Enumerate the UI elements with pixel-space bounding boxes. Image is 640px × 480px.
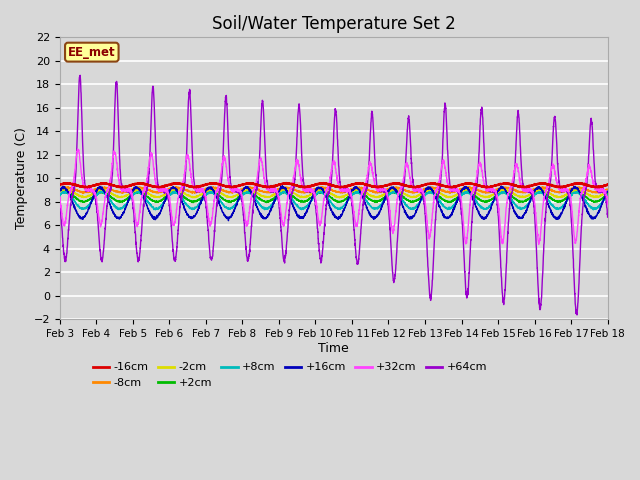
Line: +2cm: +2cm: [60, 192, 607, 203]
+64cm: [56, 203, 63, 209]
+8cm: [173, 190, 181, 195]
+32cm: [74, 146, 82, 152]
+2cm: [552, 198, 560, 204]
+64cm: [604, 211, 611, 216]
+2cm: [397, 192, 404, 198]
-16cm: [282, 180, 290, 186]
Line: +8cm: +8cm: [60, 191, 607, 210]
-2cm: [387, 188, 395, 193]
+8cm: [355, 188, 362, 194]
-8cm: [209, 185, 217, 191]
Line: +32cm: +32cm: [60, 149, 607, 244]
+16cm: [552, 214, 560, 220]
+32cm: [56, 195, 63, 201]
-2cm: [173, 187, 181, 193]
+8cm: [604, 192, 611, 198]
-16cm: [604, 182, 611, 188]
-8cm: [604, 186, 611, 192]
-16cm: [483, 185, 491, 191]
+32cm: [397, 187, 404, 192]
+8cm: [397, 195, 404, 201]
+16cm: [173, 188, 181, 193]
-16cm: [604, 181, 611, 187]
-2cm: [62, 186, 70, 192]
-16cm: [397, 181, 404, 187]
-8cm: [397, 186, 404, 192]
+2cm: [501, 189, 509, 194]
+16cm: [397, 198, 404, 204]
+2cm: [262, 200, 270, 205]
+64cm: [173, 240, 181, 246]
-8cm: [56, 186, 63, 192]
-16cm: [209, 180, 216, 186]
+16cm: [387, 185, 395, 191]
+64cm: [573, 312, 581, 318]
-8cm: [387, 186, 395, 192]
+64cm: [76, 72, 84, 78]
X-axis label: Time: Time: [318, 342, 349, 355]
+8cm: [387, 190, 395, 195]
Legend: -16cm, -8cm, -2cm, +2cm, +8cm, +16cm, +32cm, +64cm: -16cm, -8cm, -2cm, +2cm, +8cm, +16cm, +3…: [88, 358, 492, 392]
+32cm: [535, 241, 543, 247]
+2cm: [604, 192, 611, 198]
-2cm: [552, 193, 560, 199]
+16cm: [604, 189, 611, 194]
-8cm: [79, 191, 87, 196]
Y-axis label: Temperature (C): Temperature (C): [15, 127, 28, 229]
+64cm: [604, 214, 611, 220]
-16cm: [552, 183, 560, 189]
+32cm: [604, 199, 611, 205]
Line: +16cm: +16cm: [60, 186, 607, 221]
Line: -2cm: -2cm: [60, 189, 607, 198]
+8cm: [604, 192, 611, 198]
+16cm: [56, 188, 63, 194]
+32cm: [604, 202, 611, 207]
+2cm: [604, 191, 611, 197]
-2cm: [209, 187, 217, 193]
+32cm: [173, 201, 181, 206]
+2cm: [387, 190, 395, 196]
-2cm: [335, 195, 343, 201]
+16cm: [604, 188, 611, 194]
Line: -16cm: -16cm: [60, 183, 607, 188]
+8cm: [56, 192, 63, 198]
-16cm: [173, 180, 181, 186]
+8cm: [589, 207, 597, 213]
-2cm: [56, 189, 63, 195]
+2cm: [209, 191, 216, 196]
-2cm: [604, 189, 611, 195]
-8cm: [604, 187, 611, 192]
+16cm: [225, 218, 232, 224]
Text: EE_met: EE_met: [68, 46, 116, 59]
-2cm: [397, 189, 404, 195]
+8cm: [552, 206, 559, 212]
+32cm: [552, 177, 560, 182]
+16cm: [209, 186, 216, 192]
+64cm: [209, 248, 217, 254]
+64cm: [552, 122, 559, 128]
-8cm: [173, 184, 181, 190]
+64cm: [397, 193, 404, 199]
+32cm: [209, 209, 217, 215]
-16cm: [56, 181, 63, 187]
-8cm: [465, 184, 472, 190]
+64cm: [387, 246, 395, 252]
+2cm: [173, 189, 181, 195]
+32cm: [387, 221, 395, 227]
+16cm: [278, 183, 286, 189]
-8cm: [552, 189, 560, 195]
+2cm: [56, 192, 63, 198]
-16cm: [387, 181, 395, 187]
Title: Soil/Water Temperature Set 2: Soil/Water Temperature Set 2: [212, 15, 456, 33]
Line: +64cm: +64cm: [60, 75, 607, 315]
-2cm: [604, 189, 611, 195]
+8cm: [209, 190, 216, 196]
Line: -8cm: -8cm: [60, 187, 607, 193]
